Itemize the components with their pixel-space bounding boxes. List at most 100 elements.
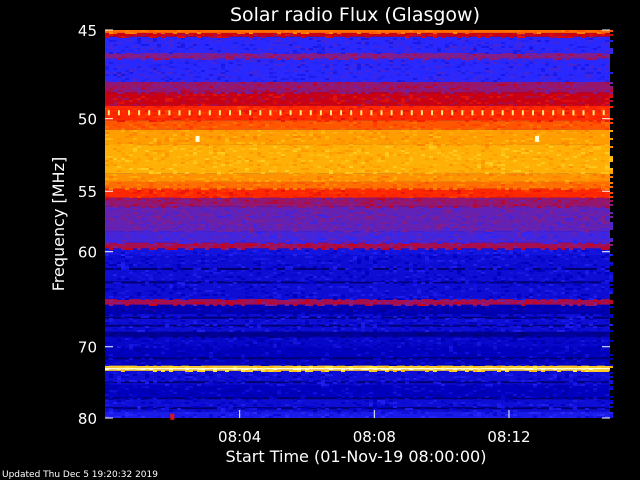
texture-cell <box>221 54 225 56</box>
texture-cell <box>277 52 281 54</box>
texture-cell <box>501 64 505 66</box>
frequency-band <box>105 181 610 189</box>
texture-cell <box>493 108 497 110</box>
texture-cell <box>565 48 569 50</box>
texture-cell <box>177 210 181 212</box>
texture-cell <box>513 212 517 214</box>
texture-cell <box>585 116 589 118</box>
texture-cell <box>273 216 277 218</box>
texture-cell <box>609 92 613 94</box>
texture-cell <box>457 142 461 144</box>
texture-cell <box>117 100 121 102</box>
texture-cell <box>325 100 329 102</box>
texture-cell <box>449 90 453 92</box>
texture-cell <box>381 194 385 196</box>
texture-cell <box>161 168 165 170</box>
texture-cell <box>205 156 209 158</box>
texture-cell <box>285 68 289 70</box>
texture-cell <box>405 34 409 36</box>
texture-cell <box>229 190 233 192</box>
texture-cell <box>477 152 481 154</box>
texture-cell <box>565 108 569 110</box>
texture-cell <box>385 154 389 156</box>
texture-cell <box>337 138 341 140</box>
texture-cell <box>153 76 157 78</box>
texture-cell <box>529 48 533 50</box>
texture-cell <box>557 134 561 136</box>
texture-cell <box>197 98 201 100</box>
texture-cell <box>513 226 517 228</box>
texture-cell <box>137 74 141 76</box>
texture-cell <box>429 128 433 130</box>
texture-cell <box>333 216 337 218</box>
texture-cell <box>265 208 269 210</box>
texture-cell <box>205 184 209 186</box>
texture-cell <box>281 52 285 54</box>
texture-cell <box>141 48 145 50</box>
texture-cell <box>425 68 429 70</box>
texture-cell <box>257 54 261 56</box>
texture-cell <box>413 122 417 124</box>
texture-cell <box>561 192 565 194</box>
texture-cell <box>157 72 161 74</box>
texture-cell <box>609 40 613 42</box>
texture-cell <box>257 120 261 122</box>
texture-cell <box>473 46 477 48</box>
texture-cell <box>149 72 153 74</box>
texture-cell <box>257 38 261 40</box>
texture-cell <box>573 188 577 190</box>
texture-cell <box>557 166 561 168</box>
texture-cell <box>533 92 537 94</box>
texture-cell <box>313 194 317 196</box>
texture-cell <box>205 126 209 128</box>
texture-cell <box>181 200 185 202</box>
texture-cell <box>329 170 333 172</box>
texture-cell <box>545 212 549 214</box>
texture-cell <box>449 88 453 90</box>
texture-cell <box>253 200 257 202</box>
texture-cell <box>589 216 593 218</box>
texture-cell <box>445 170 449 172</box>
texture-cell <box>133 148 137 150</box>
texture-cell <box>477 82 481 84</box>
texture-cell <box>217 202 221 204</box>
texture-cell <box>373 44 377 46</box>
texture-cell <box>137 228 141 230</box>
texture-cell <box>517 220 521 222</box>
texture-cell <box>253 138 257 140</box>
texture-cell <box>589 80 593 82</box>
texture-cell <box>213 178 217 180</box>
texture-cell <box>257 130 261 132</box>
texture-cell <box>569 88 573 90</box>
texture-cell <box>193 62 197 64</box>
texture-cell <box>481 160 485 162</box>
texture-cell <box>593 184 597 186</box>
texture-cell <box>449 140 453 142</box>
texture-cell <box>133 226 137 228</box>
texture-cell <box>317 52 321 54</box>
texture-cell <box>565 190 569 192</box>
texture-cell <box>165 130 169 132</box>
texture-cell <box>221 186 225 188</box>
texture-cell <box>481 98 485 100</box>
texture-cell <box>553 194 557 196</box>
texture-cell <box>197 30 201 32</box>
texture-cell <box>245 106 249 108</box>
texture-cell <box>485 72 489 74</box>
texture-cell <box>221 68 225 70</box>
texture-cell <box>597 38 601 40</box>
texture-cell <box>113 66 117 68</box>
texture-cell <box>541 224 545 226</box>
texture-cell <box>289 144 293 146</box>
texture-cell <box>321 42 325 44</box>
texture-cell <box>193 44 197 46</box>
texture-cell <box>489 204 493 206</box>
texture-cell <box>561 84 565 86</box>
texture-cell <box>521 140 525 142</box>
texture-cell <box>169 94 173 96</box>
texture-cell <box>313 164 317 166</box>
texture-cell <box>113 216 117 218</box>
texture-cell <box>277 164 281 166</box>
texture-cell <box>581 214 585 216</box>
texture-cell <box>361 192 365 194</box>
